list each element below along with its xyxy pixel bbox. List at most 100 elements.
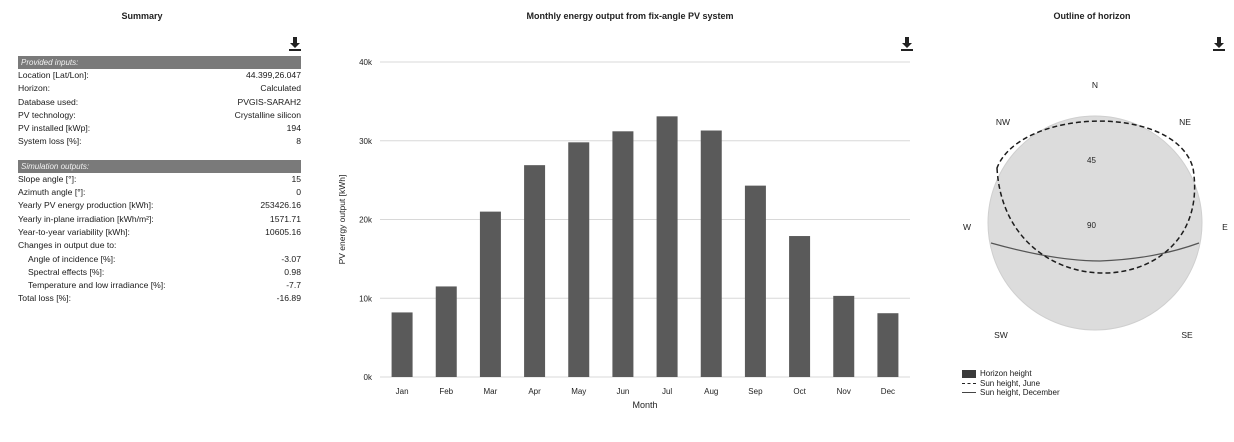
y-tick-label: 0k: [364, 373, 373, 382]
summary-value: -16.89: [276, 293, 301, 304]
summary-row: Azimuth angle [°]: 0: [18, 186, 301, 199]
summary-value: 44.399,26.047: [246, 70, 301, 80]
chart-title: Monthly energy output from fix-angle PV …: [526, 11, 734, 21]
bar[interactable]: [700, 130, 722, 377]
y-tick-label: 30k: [359, 137, 373, 146]
summary-value: 8: [296, 136, 301, 147]
summary-row: Yearly PV energy production [kWh]: 253426…: [18, 199, 301, 212]
sun-path-december: [990, 242, 1200, 262]
summary-label: Year-to-year variability [kWh]:: [18, 226, 130, 237]
bar[interactable]: [877, 313, 899, 377]
compass-label: SE: [1181, 330, 1193, 340]
compass-label: SW: [994, 330, 1008, 340]
legend-swatch: [962, 392, 976, 394]
bar[interactable]: [833, 295, 855, 377]
sun-path-june: [996, 120, 1196, 274]
y-tick-label: 10k: [359, 294, 373, 303]
summary-value: 253426.16: [260, 200, 301, 211]
summary-value: 1571.71: [269, 213, 301, 224]
summary-value: -3.07: [281, 253, 301, 264]
summary-label: Total loss [%]:: [18, 293, 72, 304]
summary-row: Year-to-year variability [kWh]: 10605.16: [18, 226, 301, 239]
legend-label: Sun height, December: [980, 388, 1060, 397]
compass-label: S: [1092, 369, 1098, 370]
bar[interactable]: [435, 286, 457, 377]
summary-label: Location [Lat/Lon]:: [18, 70, 89, 80]
summary-label: Angle of incidence [%]:: [28, 253, 116, 264]
summary-title: Summary: [121, 11, 163, 21]
x-tick-label: Nov: [837, 387, 851, 396]
summary-panel: Provided inputs: Location [Lat/Lon]: 44.3…: [18, 56, 301, 306]
summary-value: 0.98: [284, 266, 301, 277]
legend-item-june[interactable]: Sun height, June: [962, 379, 1060, 389]
summary-label: Temperature and low irradiance [%]:: [28, 280, 166, 291]
bar[interactable]: [656, 116, 678, 378]
summary-row: PV technology: Crystalline silicon: [18, 109, 301, 122]
y-tick-label: 40k: [359, 58, 373, 67]
x-tick-label: Jan: [396, 387, 409, 396]
x-tick-label: May: [571, 387, 586, 396]
summary-label: Azimuth angle [°]:: [18, 187, 86, 198]
compass-label: NW: [996, 117, 1010, 127]
y-tick-label: 20k: [359, 216, 373, 225]
bar[interactable]: [612, 131, 634, 377]
summary-row: Spectral effects [%]: 0.98: [18, 266, 301, 279]
summary-row: Slope angle [°]: 15: [18, 173, 301, 186]
bar[interactable]: [391, 312, 413, 377]
legend-label: Sun height, June: [980, 378, 1041, 388]
summary-row: Horizon: Calculated: [18, 82, 301, 95]
legend-swatch: [962, 369, 976, 378]
summary-label: Slope angle [°]:: [18, 173, 77, 184]
legend-label: Horizon height: [980, 369, 1032, 378]
summary-row: PV installed [kWp]: 194: [18, 122, 301, 135]
summary-label: Spectral effects [%]:: [28, 266, 105, 277]
x-tick-label: Jun: [616, 387, 629, 396]
summary-label: Yearly PV energy production [kWh]:: [18, 200, 154, 211]
ring-label: 45: [1087, 156, 1096, 165]
horizon-polar-chart: 45 90 N NE E SE S SW W NW: [963, 80, 1228, 370]
bar[interactable]: [524, 165, 546, 377]
bar[interactable]: [789, 236, 811, 377]
summary-row: System loss [%]: 8: [18, 135, 301, 148]
ring-label: 90: [1087, 221, 1096, 230]
compass-label: N: [1092, 80, 1098, 90]
summary-label: PV technology:: [18, 109, 76, 120]
summary-value: 194: [286, 123, 301, 134]
x-tick-label: Feb: [439, 387, 453, 396]
horizon-legend: Horizon height Sun height, June Sun heig…: [962, 369, 1060, 398]
bar[interactable]: [744, 185, 766, 377]
summary-label: Horizon:: [18, 83, 50, 94]
compass-label: W: [963, 222, 971, 232]
legend-item-horizon[interactable]: Horizon height: [962, 369, 1060, 379]
bar[interactable]: [568, 142, 590, 377]
summary-row: Database used: PVGIS-SARAH2: [18, 96, 301, 109]
compass-label: E: [1222, 222, 1228, 232]
x-tick-label: Mar: [484, 387, 498, 396]
summary-value: 15: [291, 173, 301, 184]
summary-row: Temperature and low irradiance [%]: -7.7: [18, 279, 301, 292]
summary-value: Calculated: [260, 83, 301, 94]
bar[interactable]: [479, 211, 501, 377]
x-tick-label: Aug: [704, 387, 718, 396]
x-tick-label: Dec: [881, 387, 895, 396]
download-icon[interactable]: [900, 36, 914, 52]
summary-label: Database used:: [18, 96, 79, 107]
summary-row: Angle of incidence [%]: -3.07: [18, 253, 301, 266]
summary-label: System loss [%]:: [18, 136, 82, 147]
simulation-outputs-header: Simulation outputs:: [18, 159, 301, 173]
x-tick-label: Sep: [748, 387, 763, 396]
summary-row: Changes in output due to:: [18, 239, 301, 252]
download-icon[interactable]: [288, 36, 302, 52]
legend-item-december[interactable]: Sun height, December: [962, 388, 1060, 398]
download-icon[interactable]: [1212, 36, 1226, 52]
summary-value: -7.7: [286, 280, 301, 291]
bar-chart: 0k 10k 20k 30k 40k Jan Feb Mar Apr May Jun Jul Aug Se…: [337, 58, 910, 410]
x-tick-label: Jul: [662, 387, 672, 396]
x-axis-label: Month: [632, 400, 657, 410]
summary-label: PV installed [kWp]:: [18, 123, 91, 134]
summary-row: Yearly in-plane irradiation [kWh/m²]: 157…: [18, 213, 301, 226]
x-tick-label: Apr: [528, 387, 541, 396]
summary-value: Crystalline silicon: [234, 109, 301, 120]
summary-value: 10605.16: [265, 226, 301, 237]
summary-row: Total loss [%]: -16.89: [18, 292, 301, 305]
